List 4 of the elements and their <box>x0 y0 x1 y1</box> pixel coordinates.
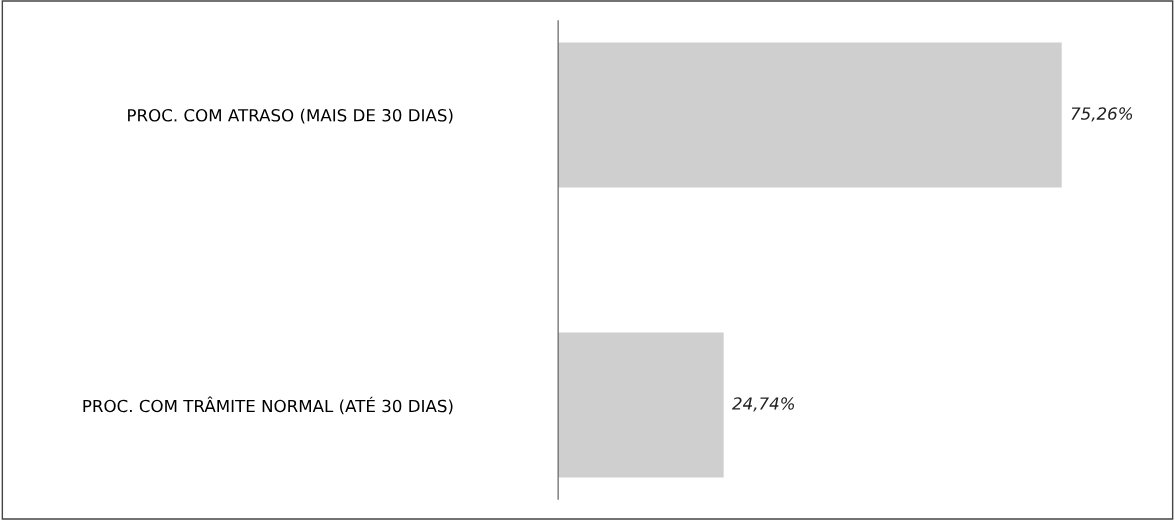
y-tick-label: PROC. COM TRÂMITE NORMAL (ATÉ 30 DIAS) <box>83 396 453 415</box>
data-label: 24,74% <box>732 397 795 412</box>
y-tick-label: PROC. COM ATRASO (MAIS DE 30 DIAS) <box>128 108 453 124</box>
data-label: 75,26% <box>1071 107 1133 122</box>
